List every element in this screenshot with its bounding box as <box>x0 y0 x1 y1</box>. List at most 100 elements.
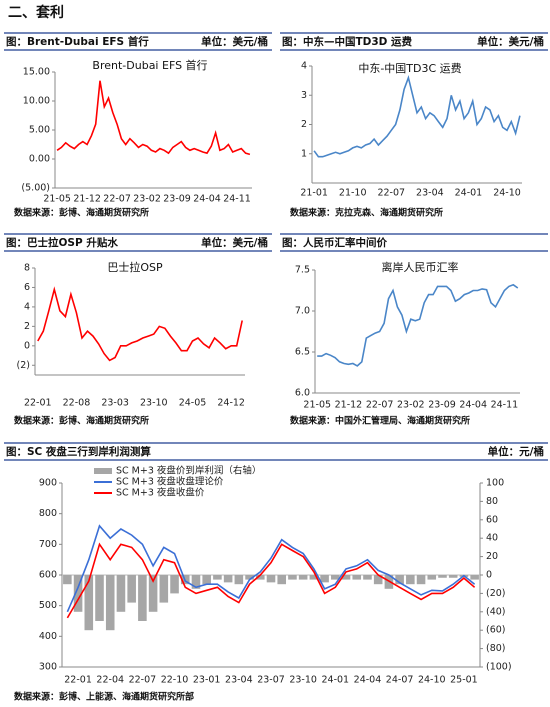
profit-bar <box>266 575 276 583</box>
x-tick-label: 23-01 <box>193 675 221 686</box>
y2-tick-label: 80 <box>486 496 498 507</box>
x-tick-label: 22-04 <box>96 675 124 686</box>
profit-bar <box>255 575 265 580</box>
y2-tick-label: 0 <box>486 570 492 581</box>
x-tick-label: 23-07 <box>257 675 285 686</box>
x-tick-label: 23-02 <box>133 194 161 205</box>
profit-bar <box>138 575 147 621</box>
profit-bar <box>438 575 447 578</box>
y-tick-label: 15.00 <box>23 67 50 78</box>
profit-bar <box>341 575 351 580</box>
profit-bar <box>223 575 233 583</box>
x-tick-label: 24-04 <box>459 400 487 411</box>
y-tick-label: 900 <box>39 478 57 489</box>
y-tick-label: 300 <box>39 662 57 673</box>
x-tick-label: 23-09 <box>163 194 191 205</box>
x-tick-label: 24-11 <box>223 194 251 205</box>
caption: 图：中东—中国TD3D 运费 <box>282 35 413 48</box>
x-tick-label: 21-05 <box>303 400 331 411</box>
x-tick-label: 22-01 <box>64 675 92 686</box>
profit-bar <box>170 575 179 594</box>
profit-bar <box>277 575 287 585</box>
x-tick-label: 22-07 <box>103 194 131 205</box>
y-tick-label: 6.0 <box>295 388 310 399</box>
x-tick-label: 22-07 <box>129 675 157 686</box>
profit-bar <box>331 575 340 580</box>
y2-tick-label: 60 <box>486 514 498 525</box>
x-tick-label: 22-07 <box>366 400 394 411</box>
y2-tick-label: 100 <box>486 478 504 489</box>
x-tick-label: 24-11 <box>491 400 519 411</box>
y2-tick-label: 20 <box>486 551 498 562</box>
y-tick-label: 1 <box>301 148 307 159</box>
profit-bar <box>373 575 383 585</box>
profit-bar <box>105 575 115 631</box>
y-tick-label: 7.0 <box>295 306 310 317</box>
y-tick-label: 6.5 <box>295 347 310 358</box>
y2-tick-label: (80) <box>486 643 506 654</box>
x-tick-label: 25-01 <box>450 675 478 686</box>
unit: 单位：美元/桶 <box>477 35 544 48</box>
y2-tick-label: (20) <box>486 588 506 599</box>
x-tick-label: 23-09 <box>428 400 456 411</box>
profit-bar <box>448 575 458 578</box>
caption: 图：巴士拉OSP 升贴水 <box>6 236 118 249</box>
y-tick-label: 0 <box>24 340 30 351</box>
y-tick-label: 3 <box>301 90 307 101</box>
profit-bar <box>363 575 372 580</box>
legend-swatch <box>94 468 112 474</box>
y-tick-label: 7.5 <box>295 265 310 276</box>
unit: 单位：美元/桶 <box>201 35 268 48</box>
source: 数据来源：彭博、上能源、海通期货研究所部 <box>14 691 194 703</box>
y-tick-label: (2) <box>17 360 30 371</box>
y2-tick-label: (100) <box>486 662 512 673</box>
profit-bar <box>202 575 211 585</box>
series-line <box>66 542 476 619</box>
chart-title: 巴士拉OSP <box>107 260 163 274</box>
source: 数据来源：彭博、海通期货研究所 <box>14 207 149 219</box>
y-tick-label: 600 <box>39 570 57 581</box>
y-tick-label: 2 <box>24 321 30 332</box>
y-tick-label: 6 <box>24 282 30 293</box>
x-tick-label: 24-05 <box>179 398 207 409</box>
y-tick-label: 8 <box>24 263 30 274</box>
profit-bar <box>288 575 297 580</box>
x-tick-label: 22-10 <box>161 675 189 686</box>
y2-tick-label: (40) <box>486 606 506 617</box>
series-line <box>313 74 521 158</box>
profit-bar <box>320 575 329 583</box>
x-tick-label: 21-01 <box>300 188 328 199</box>
legend-label: SC M+3 夜盘收盘价 <box>116 487 205 499</box>
y-tick-label: 4 <box>24 301 30 312</box>
profit-bar <box>234 575 244 585</box>
source: 数据来源：彭博、海通期货研究所 <box>14 415 149 427</box>
profit-bar <box>191 575 201 589</box>
profit-bar <box>159 575 169 603</box>
x-tick-label: 23-03 <box>101 398 129 409</box>
x-tick-label: 23-10 <box>140 398 168 409</box>
y-tick-label: 500 <box>39 600 57 611</box>
profit-bar <box>309 575 319 580</box>
section-title: 二、套利 <box>8 4 64 21</box>
x-tick-label: 22-07 <box>377 188 405 199</box>
x-tick-label: 23-04 <box>225 675 253 686</box>
profit-bar <box>395 575 404 585</box>
chart-title: Brent-Dubai EFS 首行 <box>92 58 207 72</box>
x-tick-label: 24-10 <box>418 675 446 686</box>
x-tick-label: 23-04 <box>416 188 444 199</box>
x-tick-label: 22-01 <box>24 398 52 409</box>
profit-bar <box>416 575 426 585</box>
chart-title: 离岸人民币汇率 <box>382 260 459 274</box>
caption: 图：人民币汇率中间价 <box>282 236 387 249</box>
y-tick-label: 4 <box>301 61 307 72</box>
source: 数据来源：克拉克森、海通期货研究所 <box>290 207 443 219</box>
y-tick-label: 0.00 <box>29 154 50 165</box>
y-tick-label: 700 <box>39 539 57 550</box>
series-line <box>37 286 243 362</box>
profit-bar <box>352 575 362 580</box>
x-tick-label: 24-07 <box>386 675 414 686</box>
y2-tick-label: 40 <box>486 533 498 544</box>
profit-bar <box>63 575 72 585</box>
profit-bar <box>116 575 126 612</box>
